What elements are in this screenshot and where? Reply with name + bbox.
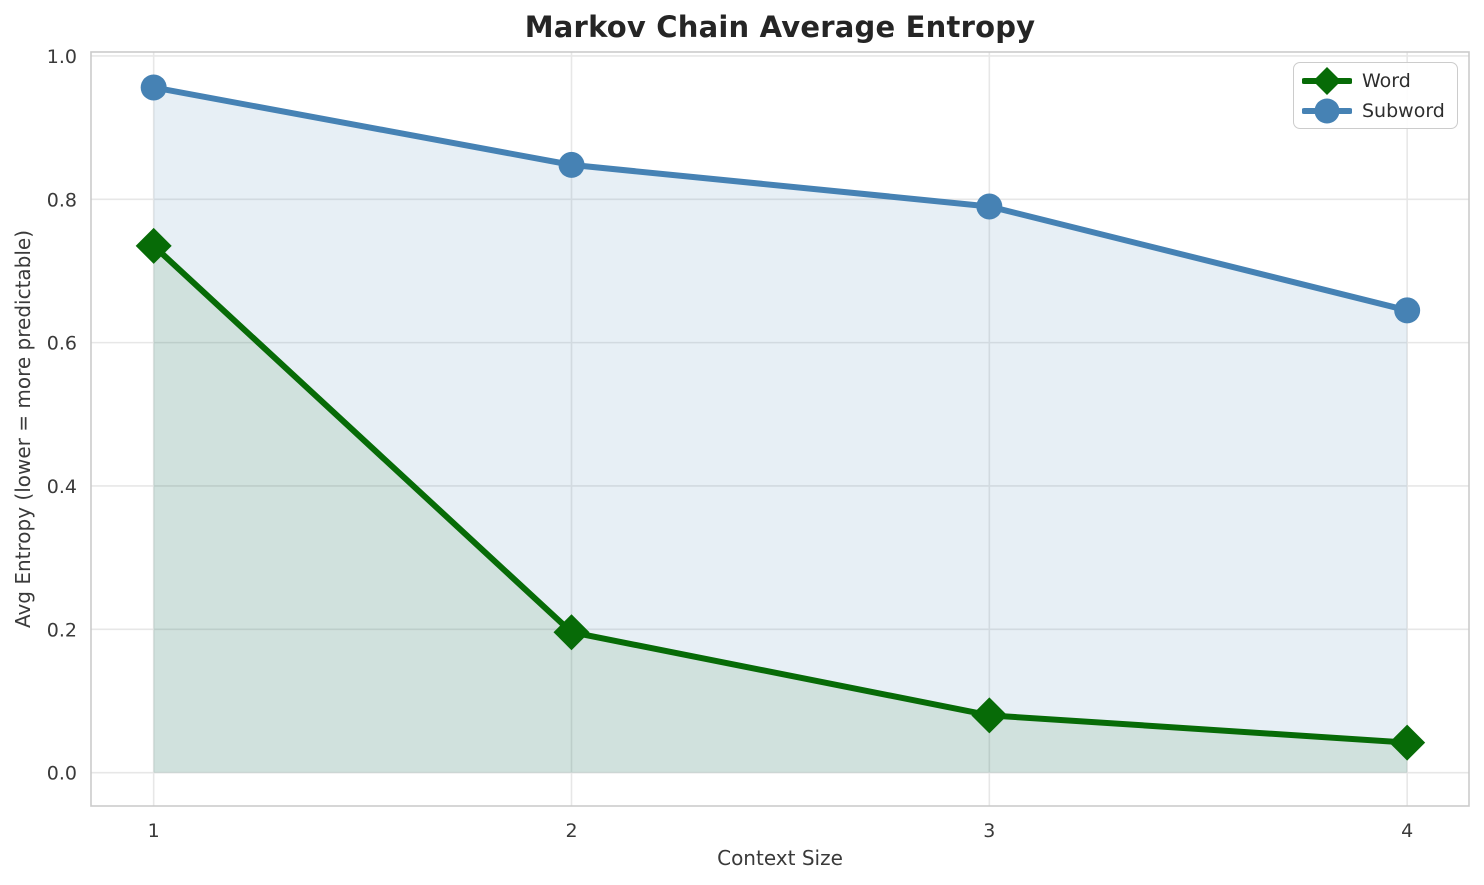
x-tick-label: 2	[565, 820, 577, 842]
x-tick-label: 3	[983, 820, 995, 842]
chart-title: Markov Chain Average Entropy	[524, 10, 1036, 44]
x-tick-label: 4	[1401, 820, 1413, 842]
data-point-circle	[140, 74, 167, 101]
plot-border	[90, 51, 1470, 807]
legend-label-subword: Subword	[1362, 99, 1445, 122]
subword-line-circle-icon	[1302, 98, 1352, 123]
y-tick-label: 0.0	[47, 763, 77, 785]
series-layer	[135, 74, 1426, 761]
y-tick-label: 0.4	[47, 476, 77, 498]
series-word	[135, 227, 1426, 761]
legend: Word Subword	[1293, 62, 1458, 129]
series-line-subword	[150, 84, 1411, 314]
area-fill-subword	[153, 87, 1408, 773]
x-tick-label: 1	[148, 820, 160, 842]
data-point-diamond	[135, 227, 172, 264]
y-tick-label: 0.8	[47, 189, 77, 211]
legend-label-word: Word	[1362, 69, 1411, 92]
area-fill-word	[153, 245, 1408, 773]
series-subword	[140, 74, 1421, 324]
legend-item-subword: Subword	[1302, 96, 1449, 126]
word-line-diamond-icon	[1302, 66, 1352, 95]
data-point-circle	[1394, 297, 1421, 324]
series-line-word	[150, 242, 1411, 746]
data-point-circle	[976, 193, 1003, 220]
data-point-diamond	[1389, 724, 1426, 761]
tick-label-layer: 0.0 0.2 0.4 0.6 0.8 1.0 1 2 3 4	[47, 46, 1413, 842]
data-point-circle	[558, 151, 585, 178]
data-point-diamond	[971, 697, 1008, 734]
x-axis-label: Context Size	[717, 846, 843, 870]
y-tick-label: 1.0	[47, 46, 77, 68]
y-tick-label: 0.2	[47, 619, 77, 641]
y-tick-label: 0.6	[47, 333, 77, 355]
fill-layer	[153, 87, 1408, 773]
y-axis-label: Avg Entropy (lower = more predictable)	[11, 229, 35, 629]
legend-item-word: Word	[1302, 66, 1449, 96]
data-point-diamond	[553, 614, 590, 651]
spine-layer	[90, 51, 1470, 807]
